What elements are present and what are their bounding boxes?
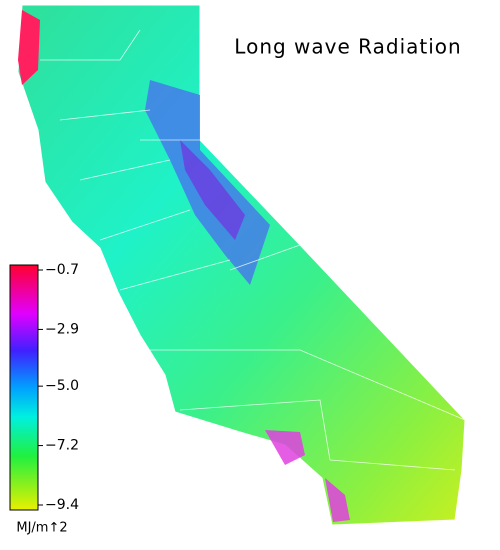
colorbar-ramp (9, 264, 39, 511)
colorbar-tick-label: −7.2 (45, 438, 79, 454)
colorbar-tick-label: −0.7 (45, 262, 79, 278)
colorbar-unit: MJ/m↑2 (16, 521, 67, 536)
north-coast-red (18, 10, 40, 85)
map-title: Long wave Radiation (234, 35, 461, 59)
colorbar-tick-label: −9.4 (45, 497, 79, 513)
colorbar-tick-label: −2.9 (45, 321, 79, 337)
california-map (17, 4, 466, 526)
socal-coast (265, 430, 350, 522)
sierra-core (180, 140, 245, 240)
colorbar: −0.7 −2.9 −5.0 −7.2 −9.4 (9, 262, 79, 513)
county-lines (40, 29, 466, 471)
colorbar-tick-label: −5.0 (45, 378, 79, 394)
